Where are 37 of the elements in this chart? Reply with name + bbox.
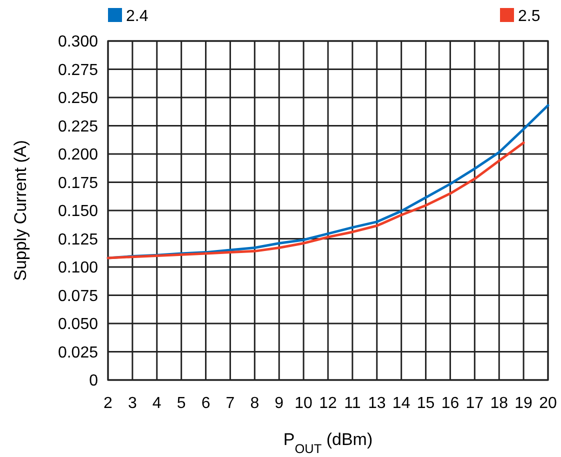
x-tick-label: 18	[490, 395, 508, 412]
legend-label: 2.5	[518, 8, 540, 25]
y-tick-label: 0.250	[58, 90, 98, 108]
y-tick-label: 0.200	[58, 146, 98, 164]
y-tick-label: 0	[89, 372, 98, 390]
x-tick-label: 9	[274, 395, 284, 412]
y-tick-label: 0.125	[58, 231, 98, 248]
line-series	[106, 141, 525, 260]
x-tick-label: 8	[250, 395, 260, 412]
x-tick-label: 15	[416, 395, 435, 412]
y-tick-label: 0.225	[58, 118, 98, 136]
y-tick-label: 0.150	[58, 203, 98, 220]
x-tick-label: 2	[104, 395, 113, 412]
y-tick-label: 0.050	[58, 316, 98, 334]
x-tick-label: 17	[466, 395, 484, 412]
x-tick-label: 6	[201, 395, 210, 412]
x-tick-label: 4	[152, 395, 162, 412]
x-tick-label: 7	[226, 395, 235, 412]
x-tick-label: 14	[392, 395, 410, 412]
y-tick-label: 0.100	[58, 260, 98, 277]
x-tick-label: 5	[176, 395, 186, 412]
x-tick-label: 20	[539, 395, 557, 412]
x-tick-label: 11	[344, 395, 361, 412]
y-axis-title: Supply Current (A)	[11, 140, 30, 281]
y-tick-label: 0.300	[58, 34, 98, 51]
y-tick-label: 0.275	[58, 62, 98, 79]
x-tick-label: 3	[128, 395, 137, 412]
x-tick-label: 12	[319, 395, 337, 412]
y-tick-label: 0.025	[58, 344, 98, 362]
legend-label: 2.4	[126, 8, 148, 25]
y-tick-label: 0.175	[58, 174, 98, 192]
y-tick-label: 0.075	[58, 288, 98, 305]
x-tick-label: 13	[368, 395, 386, 412]
x-tick-label: 16	[441, 395, 460, 412]
x-tick-label: 19	[514, 395, 533, 412]
x-tick-label: 10	[294, 395, 313, 412]
x-axis-title: P$_{OUT}$ (dBm)	[283, 430, 373, 456]
